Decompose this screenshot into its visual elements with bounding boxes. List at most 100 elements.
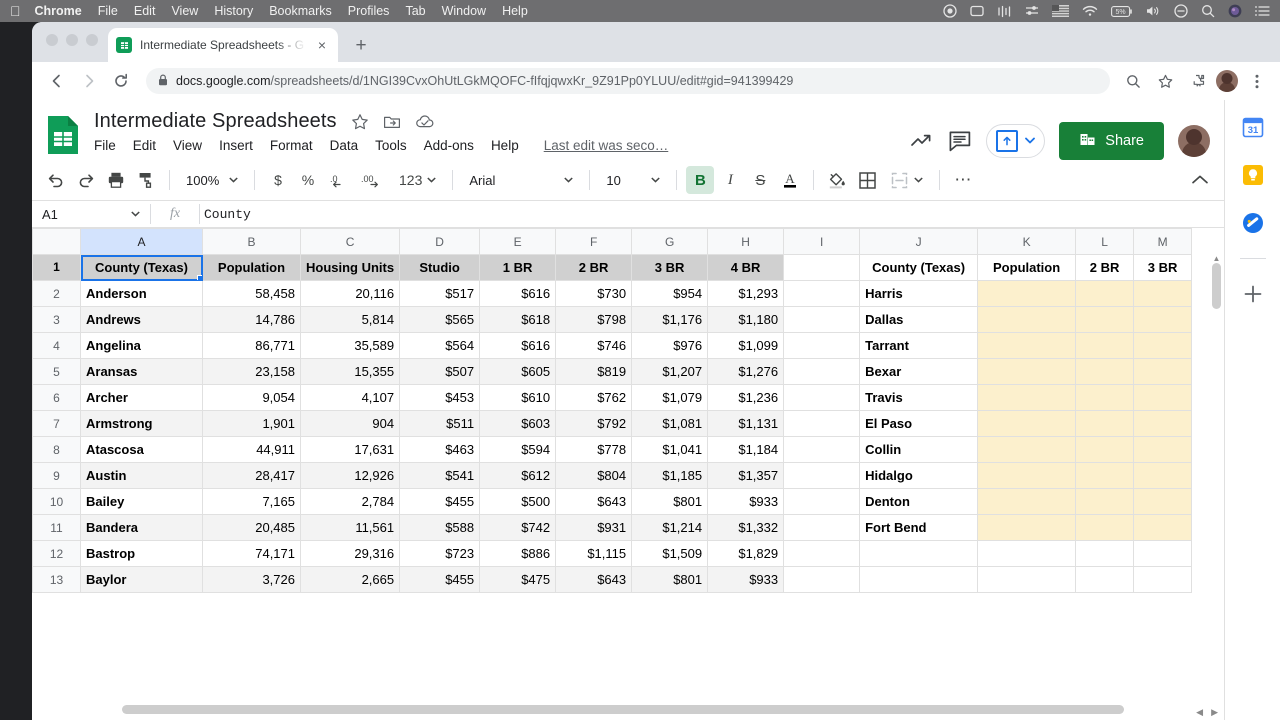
more-options-button[interactable]: ⋯ xyxy=(954,170,973,189)
cell-K11[interactable] xyxy=(977,514,1077,541)
cell-E3[interactable]: $618 xyxy=(479,306,557,333)
cell-E4[interactable]: $616 xyxy=(479,332,557,359)
row-header-8[interactable]: 8 xyxy=(32,436,81,463)
cell-J6[interactable]: Travis xyxy=(859,384,979,411)
cell-L10[interactable] xyxy=(1075,488,1135,515)
cell-E6[interactable]: $610 xyxy=(479,384,557,411)
cell-D2[interactable]: $517 xyxy=(399,280,481,307)
row-header-3[interactable]: 3 xyxy=(32,306,81,333)
fill-color-icon[interactable] xyxy=(823,166,851,194)
cell-D10[interactable]: $455 xyxy=(399,488,481,515)
cell-H6[interactable]: $1,236 xyxy=(707,384,785,411)
cell-J8[interactable]: Collin xyxy=(859,436,979,463)
spotlight-icon[interactable] xyxy=(1201,4,1215,18)
last-edit-status[interactable]: Last edit was seco… xyxy=(543,138,669,153)
cell-J2[interactable]: Harris xyxy=(859,280,979,307)
add-on-plus-icon[interactable] xyxy=(1240,281,1266,307)
cell-C3[interactable]: 5,814 xyxy=(299,306,401,333)
row-header-10[interactable]: 10 xyxy=(32,488,81,515)
chrome-menu-icon[interactable] xyxy=(1244,68,1270,94)
tasks-icon[interactable] xyxy=(1240,210,1266,236)
cell-E9[interactable]: $612 xyxy=(479,462,557,489)
header-cell-G1[interactable]: 3 BR xyxy=(631,254,709,281)
maximize-window-button[interactable] xyxy=(86,34,98,46)
row-header-7[interactable]: 7 xyxy=(32,410,81,437)
cell-M3[interactable] xyxy=(1133,306,1193,333)
cell-B10[interactable]: 7,165 xyxy=(202,488,301,515)
cell-H8[interactable]: $1,184 xyxy=(707,436,785,463)
menubar-item-history[interactable]: History xyxy=(203,4,253,18)
horizontal-scroll-thumb[interactable] xyxy=(122,705,1125,714)
cell-F5[interactable]: $819 xyxy=(555,358,633,385)
cell-H13[interactable]: $933 xyxy=(707,566,785,593)
cell-G2[interactable]: $954 xyxy=(631,280,709,307)
header-cell-E1[interactable]: 1 BR xyxy=(479,254,557,281)
row-header-4[interactable]: 4 xyxy=(32,332,81,359)
cell-I4[interactable] xyxy=(783,332,861,359)
print-icon[interactable] xyxy=(102,166,130,194)
collapse-toolbar-button[interactable] xyxy=(1186,166,1214,194)
menu-edit[interactable]: Edit xyxy=(132,138,157,153)
font-size-selector[interactable]: 10 xyxy=(599,166,667,194)
column-header-c[interactable]: C xyxy=(299,228,401,255)
record-icon[interactable] xyxy=(943,4,957,18)
percent-format-button[interactable]: % xyxy=(301,172,315,188)
cell-L9[interactable] xyxy=(1075,462,1135,489)
display-icon[interactable] xyxy=(970,5,984,18)
menubar-item-window[interactable]: Window xyxy=(431,4,486,18)
row-header-13[interactable]: 13 xyxy=(32,566,81,593)
cell-K8[interactable] xyxy=(977,436,1077,463)
cell-K4[interactable] xyxy=(977,332,1077,359)
cell-A13[interactable]: Baylor xyxy=(80,566,203,593)
cell-F8[interactable]: $778 xyxy=(555,436,633,463)
cell-K12[interactable] xyxy=(977,540,1077,567)
cell-H3[interactable]: $1,180 xyxy=(707,306,785,333)
cell-J12[interactable] xyxy=(859,540,979,567)
header-cell-L1[interactable]: 2 BR xyxy=(1075,254,1135,281)
cell-A12[interactable]: Bastrop xyxy=(80,540,203,567)
forward-button[interactable] xyxy=(74,66,104,96)
cell-I7[interactable] xyxy=(783,410,861,437)
header-cell-M1[interactable]: 3 BR xyxy=(1133,254,1193,281)
cell-M7[interactable] xyxy=(1133,410,1193,437)
cell-H9[interactable]: $1,357 xyxy=(707,462,785,489)
cell-D4[interactable]: $564 xyxy=(399,332,481,359)
cell-J10[interactable]: Denton xyxy=(859,488,979,515)
grid-corner-selector[interactable] xyxy=(32,228,81,255)
menubar-item-chrome[interactable]: Chrome xyxy=(24,4,82,18)
cell-K7[interactable] xyxy=(977,410,1077,437)
cell-B9[interactable]: 28,417 xyxy=(202,462,301,489)
cell-D7[interactable]: $511 xyxy=(399,410,481,437)
activity-trending-icon[interactable] xyxy=(910,130,934,152)
cell-H2[interactable]: $1,293 xyxy=(707,280,785,307)
cell-I5[interactable] xyxy=(783,358,861,385)
header-cell-B1[interactable]: Population xyxy=(202,254,301,281)
cell-F4[interactable]: $746 xyxy=(555,332,633,359)
merge-cells-icon[interactable] xyxy=(883,166,930,194)
cell-D9[interactable]: $541 xyxy=(399,462,481,489)
menubar-item-view[interactable]: View xyxy=(160,4,198,18)
cell-G12[interactable]: $1,509 xyxy=(631,540,709,567)
cell-F3[interactable]: $798 xyxy=(555,306,633,333)
present-button[interactable] xyxy=(986,124,1046,158)
cell-G5[interactable]: $1,207 xyxy=(631,358,709,385)
cell-A4[interactable]: Angelina xyxy=(80,332,203,359)
avatar[interactable] xyxy=(1178,125,1210,157)
cell-D12[interactable]: $723 xyxy=(399,540,481,567)
cell-F9[interactable]: $804 xyxy=(555,462,633,489)
scroll-left-arrow[interactable]: ◀ xyxy=(1196,707,1204,717)
cell-A5[interactable]: Aransas xyxy=(80,358,203,385)
cell-F2[interactable]: $730 xyxy=(555,280,633,307)
cell-J3[interactable]: Dallas xyxy=(859,306,979,333)
cell-A3[interactable]: Andrews xyxy=(80,306,203,333)
cell-G3[interactable]: $1,176 xyxy=(631,306,709,333)
scroll-up-arrow[interactable]: ▲ xyxy=(1212,254,1221,263)
menu-data[interactable]: Data xyxy=(329,138,359,153)
extensions-icon[interactable] xyxy=(1184,68,1210,94)
vertical-scroll-thumb[interactable] xyxy=(1212,263,1221,309)
menu-insert[interactable]: Insert xyxy=(219,138,253,153)
soundwave-icon[interactable] xyxy=(997,5,1012,18)
cell-A6[interactable]: Archer xyxy=(80,384,203,411)
strikethrough-button[interactable]: S xyxy=(755,171,766,189)
